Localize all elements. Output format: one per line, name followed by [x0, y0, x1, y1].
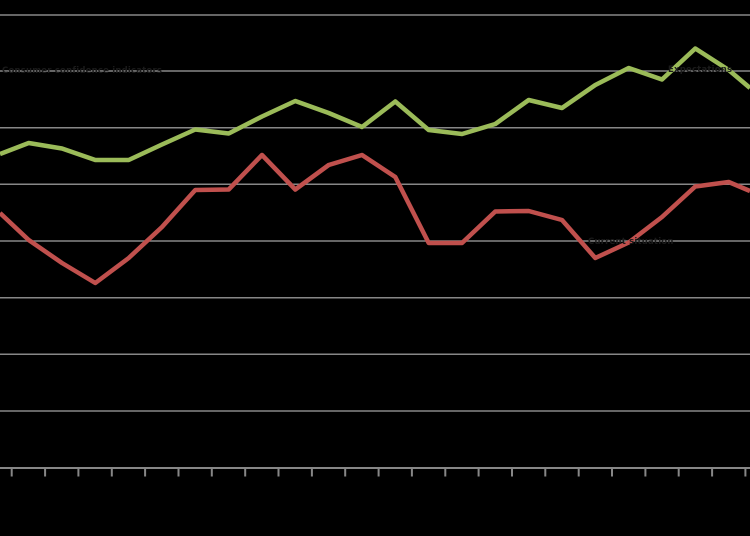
green-series-label: Expectations [668, 65, 733, 75]
chart-title-annotation: Consumer confidence indicators [2, 66, 163, 76]
red-series-line [0, 152, 750, 286]
red-series-label: Current situation [588, 237, 674, 247]
green-series-line [0, 46, 750, 163]
